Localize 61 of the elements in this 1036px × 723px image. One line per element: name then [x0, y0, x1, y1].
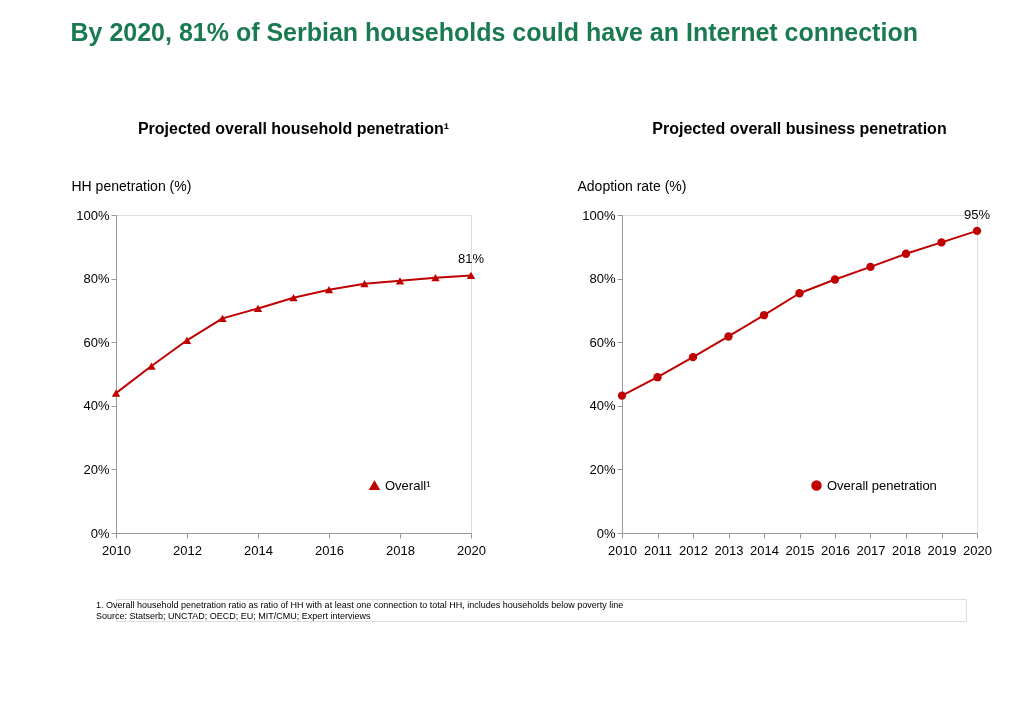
point — [289, 294, 298, 302]
point — [866, 262, 875, 272]
point — [688, 352, 698, 362]
y-tick-label: 60% — [83, 334, 110, 350]
chart-title: Projected overall household penetration¹ — [137, 120, 450, 137]
point — [972, 226, 982, 236]
point — [795, 289, 804, 298]
point — [218, 314, 227, 322]
x-tick-label: 2011 — [644, 542, 672, 558]
y-tick-label: 0% — [90, 525, 110, 541]
legend-label: Overall penetration — [827, 477, 937, 493]
y-tick-label: 60% — [589, 334, 616, 350]
point — [724, 332, 733, 341]
x-tick-label: 2015 — [785, 542, 815, 558]
y-tick-label: 40% — [83, 398, 110, 414]
x-tick-label: 2018 — [386, 542, 415, 558]
x-tick-label: 2012 — [173, 542, 202, 558]
point — [431, 274, 440, 282]
legend-label: Overall¹ — [385, 477, 432, 493]
y-tick-label: 0% — [596, 525, 616, 541]
point — [253, 304, 263, 313]
point — [182, 336, 192, 344]
data-label: 95% — [963, 206, 991, 222]
x-tick-label: 2018 — [892, 542, 921, 558]
x-tick-label: 2014 — [244, 542, 273, 558]
chart-title: Projected overall business penetration — [652, 120, 947, 137]
point — [653, 373, 662, 382]
y-tick-label: 20% — [83, 461, 110, 477]
point — [111, 389, 121, 397]
point — [324, 286, 334, 294]
x-tick-label: 2017 — [856, 542, 886, 558]
point — [466, 271, 476, 280]
point — [901, 249, 911, 258]
x-tick-label: 2012 — [679, 542, 708, 558]
point — [147, 362, 156, 370]
text: By 2020, 81% of Serbian households could have an Internet connection — [70, 17, 918, 46]
y-axis-title: HH penetration (%) — [71, 177, 192, 194]
x-tick-label: 2016 — [821, 542, 850, 558]
x-tick-label: 2010 — [608, 542, 637, 558]
y-tick-label: 80% — [83, 271, 110, 287]
x-tick-label: 2016 — [315, 542, 344, 558]
y-tick-label: 40% — [589, 398, 616, 414]
x-tick-label: 2013 — [714, 542, 744, 558]
x-tick-label: 2020 — [963, 542, 992, 558]
text: 1. Overall household penetration ratio as ratio of HH with at least one connection to total HH, includes households below poverty line — [96, 599, 624, 610]
source-note: Source: Statserb; UNCTAD; OECD; EU; MIT/CMU; Expert interviews — [96, 610, 371, 621]
x-tick-label: 2019 — [927, 542, 957, 558]
y-tick-label: 20% — [589, 461, 616, 477]
point — [360, 280, 369, 288]
x-tick-label: 2014 — [750, 542, 779, 558]
y-tick-label: 100% — [76, 207, 110, 223]
y-tick-label: 80% — [589, 271, 616, 287]
data-label: 81% — [457, 251, 485, 267]
point — [830, 275, 840, 284]
point — [759, 311, 769, 320]
point — [937, 238, 946, 247]
y-tick-label: 100% — [582, 207, 616, 223]
x-tick-label: 2020 — [457, 542, 486, 558]
x-tick-label: 2010 — [102, 542, 131, 558]
y-axis-title: Adoption rate (%) — [577, 177, 687, 194]
point — [617, 391, 627, 400]
